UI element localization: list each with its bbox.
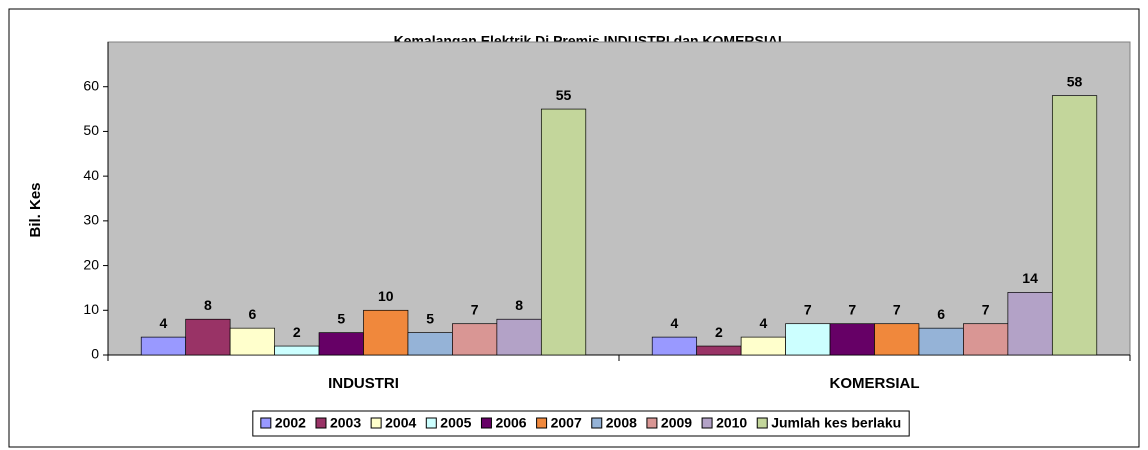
value-label: 2 xyxy=(293,324,301,340)
y-axis-label: Bil. Kes xyxy=(27,182,44,237)
value-label: 4 xyxy=(671,315,679,331)
value-label: 8 xyxy=(204,297,212,313)
y-tick-label: 50 xyxy=(83,122,99,138)
value-label: 6 xyxy=(248,306,256,322)
legend-label: 2003 xyxy=(330,415,361,431)
legend-label: Jumlah kes berlaku xyxy=(771,415,901,431)
legend-swatch xyxy=(591,417,603,429)
value-label: 5 xyxy=(337,310,345,326)
bar xyxy=(318,332,364,356)
legend-label: 2010 xyxy=(716,415,747,431)
bar xyxy=(185,318,231,356)
bar xyxy=(918,327,964,356)
legend-swatch xyxy=(260,417,272,429)
bar xyxy=(540,108,587,356)
value-label: 7 xyxy=(804,301,812,317)
legend-swatch xyxy=(480,417,492,429)
value-label: 10 xyxy=(378,288,394,304)
value-label: 7 xyxy=(471,301,479,317)
legend-swatch xyxy=(315,417,327,429)
bar xyxy=(496,318,542,356)
bar xyxy=(785,323,831,356)
value-label: 58 xyxy=(1067,73,1083,89)
y-tick-label: 40 xyxy=(83,167,99,183)
value-label: 2 xyxy=(715,324,723,340)
legend-swatch xyxy=(646,417,658,429)
legend-label: 2005 xyxy=(440,415,471,431)
y-tick-label: 10 xyxy=(83,301,99,317)
bar xyxy=(696,345,742,356)
legend xyxy=(252,410,910,437)
legend-label: 2009 xyxy=(661,415,692,431)
bar xyxy=(363,309,409,356)
legend-swatch xyxy=(425,417,437,429)
y-tick-label: 0 xyxy=(91,346,99,362)
x-tick-label: INDUSTRI xyxy=(328,375,399,392)
legend-swatch xyxy=(701,417,713,429)
value-label: 14 xyxy=(1022,270,1038,286)
bar xyxy=(874,323,920,356)
value-label: 4 xyxy=(160,315,168,331)
legend-swatch xyxy=(756,417,768,429)
value-label: 6 xyxy=(937,306,945,322)
bar xyxy=(140,336,187,356)
bar xyxy=(452,323,498,356)
value-label: 55 xyxy=(556,87,572,103)
value-label: 7 xyxy=(848,301,856,317)
bar xyxy=(651,336,698,356)
x-tick-label: KOMERSIAL xyxy=(830,375,920,392)
plot-area xyxy=(107,41,1131,356)
value-label: 7 xyxy=(893,301,901,317)
bar xyxy=(963,323,1009,356)
y-tick-label: 20 xyxy=(83,256,99,272)
legend-label: 2004 xyxy=(385,415,416,431)
bar xyxy=(1051,95,1098,356)
bar xyxy=(740,336,786,356)
legend-label: 2006 xyxy=(495,415,526,431)
legend-swatch xyxy=(536,417,548,429)
legend-label: 2002 xyxy=(275,415,306,431)
legend-label: 2007 xyxy=(551,415,582,431)
bar xyxy=(229,327,275,356)
value-label: 5 xyxy=(426,310,434,326)
y-tick-label: 60 xyxy=(83,77,99,93)
value-label: 4 xyxy=(759,315,767,331)
legend-swatch xyxy=(370,417,382,429)
bar xyxy=(829,323,875,356)
y-tick-label: 30 xyxy=(83,212,99,228)
bar xyxy=(1007,292,1053,356)
value-label: 7 xyxy=(982,301,990,317)
bar xyxy=(274,345,320,356)
bar xyxy=(407,332,453,356)
legend-label: 2008 xyxy=(606,415,637,431)
value-label: 8 xyxy=(515,297,523,313)
